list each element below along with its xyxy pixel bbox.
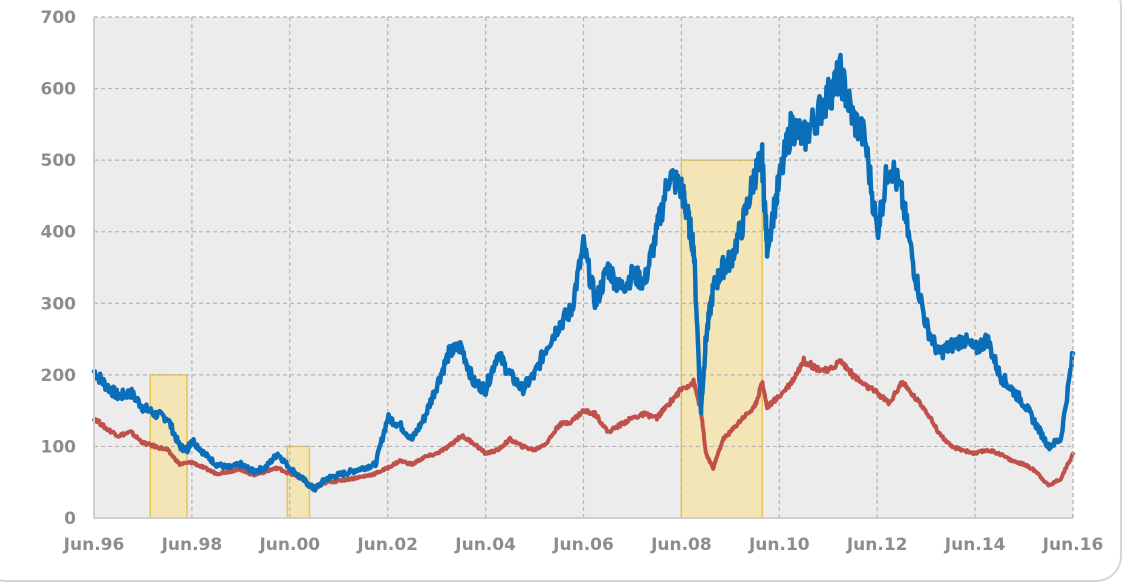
- x-tick-label: Jun.06: [552, 535, 614, 555]
- y-tick-label: 300: [41, 294, 77, 314]
- x-tick-labels: Jun.96 Jun.98 Jun.00 Jun.02 Jun.04 Jun.06 Jun.…: [63, 535, 1104, 555]
- x-tick-label: Jun.96: [63, 535, 125, 555]
- axes: [93, 17, 1074, 519]
- x-tick-label: Jun.12: [846, 535, 908, 555]
- x-tick-label: Jun.10: [748, 535, 810, 555]
- y-tick-label: 400: [41, 223, 77, 243]
- x-tick-label: Jun.04: [454, 535, 516, 555]
- series-line-blue: [91, 52, 1076, 493]
- x-tick-label: Jun.14: [944, 535, 1006, 555]
- y-tick-label: 500: [41, 151, 77, 171]
- x-tick-label: Jun.98: [161, 535, 223, 555]
- y-tick-label: 200: [41, 366, 77, 386]
- highlight-band: [680, 159, 763, 519]
- x-tick-label: Jun.16: [1042, 535, 1104, 555]
- x-tick-label: Jun.02: [356, 535, 418, 555]
- x-tick-label: Jun.08: [650, 535, 712, 555]
- y-tick-labels: 0 100 200 300 400 500 600 700: [41, 8, 77, 529]
- y-tick-label: 600: [41, 80, 77, 100]
- y-tick-label: 100: [41, 437, 77, 457]
- y-tick-label: 0: [64, 509, 76, 529]
- highlight-bands: [149, 159, 763, 519]
- series-lines: [91, 52, 1076, 493]
- x-tick-label: Jun.00: [258, 535, 320, 555]
- plot-area: [94, 17, 1073, 518]
- y-tick-label: 700: [41, 8, 77, 28]
